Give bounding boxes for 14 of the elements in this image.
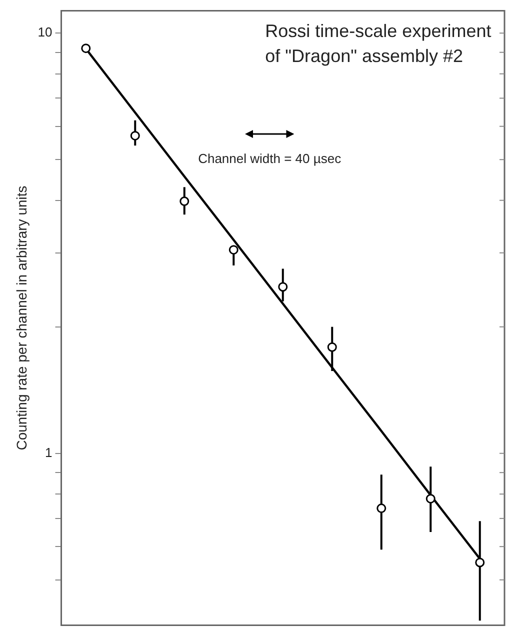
y-axis-title: Counting rate per channel in arbitrary units bbox=[13, 186, 30, 450]
point bbox=[130, 130, 140, 140]
point bbox=[180, 196, 190, 206]
text: Rossi time-scale experiment of "Dragon" assembly #2 bbox=[265, 20, 492, 66]
point bbox=[327, 342, 337, 352]
point bbox=[228, 245, 238, 255]
y-tick-label: 1 bbox=[45, 444, 52, 460]
point bbox=[376, 504, 386, 514]
point bbox=[426, 494, 436, 504]
y-tick-label: 10 bbox=[38, 24, 52, 40]
point bbox=[81, 44, 91, 54]
annotation: Channel width = 40 µsec bbox=[198, 150, 342, 166]
point bbox=[278, 282, 288, 292]
point bbox=[475, 558, 485, 568]
